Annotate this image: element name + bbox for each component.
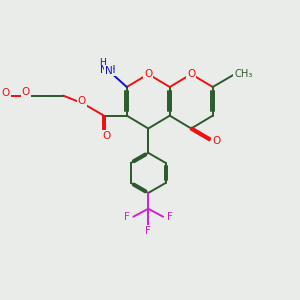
Text: O: O xyxy=(22,87,30,97)
Text: F: F xyxy=(124,212,130,222)
Text: H: H xyxy=(100,58,106,67)
Text: O: O xyxy=(212,136,220,146)
Text: O: O xyxy=(103,131,111,141)
Text: O: O xyxy=(187,69,195,79)
Text: O: O xyxy=(144,69,152,79)
Text: CH₃: CH₃ xyxy=(234,68,253,79)
Text: N: N xyxy=(105,66,112,76)
Text: F: F xyxy=(167,212,172,222)
Text: F: F xyxy=(145,226,151,236)
Text: NH: NH xyxy=(100,65,115,75)
Text: O: O xyxy=(1,88,9,98)
Text: O: O xyxy=(78,96,86,106)
